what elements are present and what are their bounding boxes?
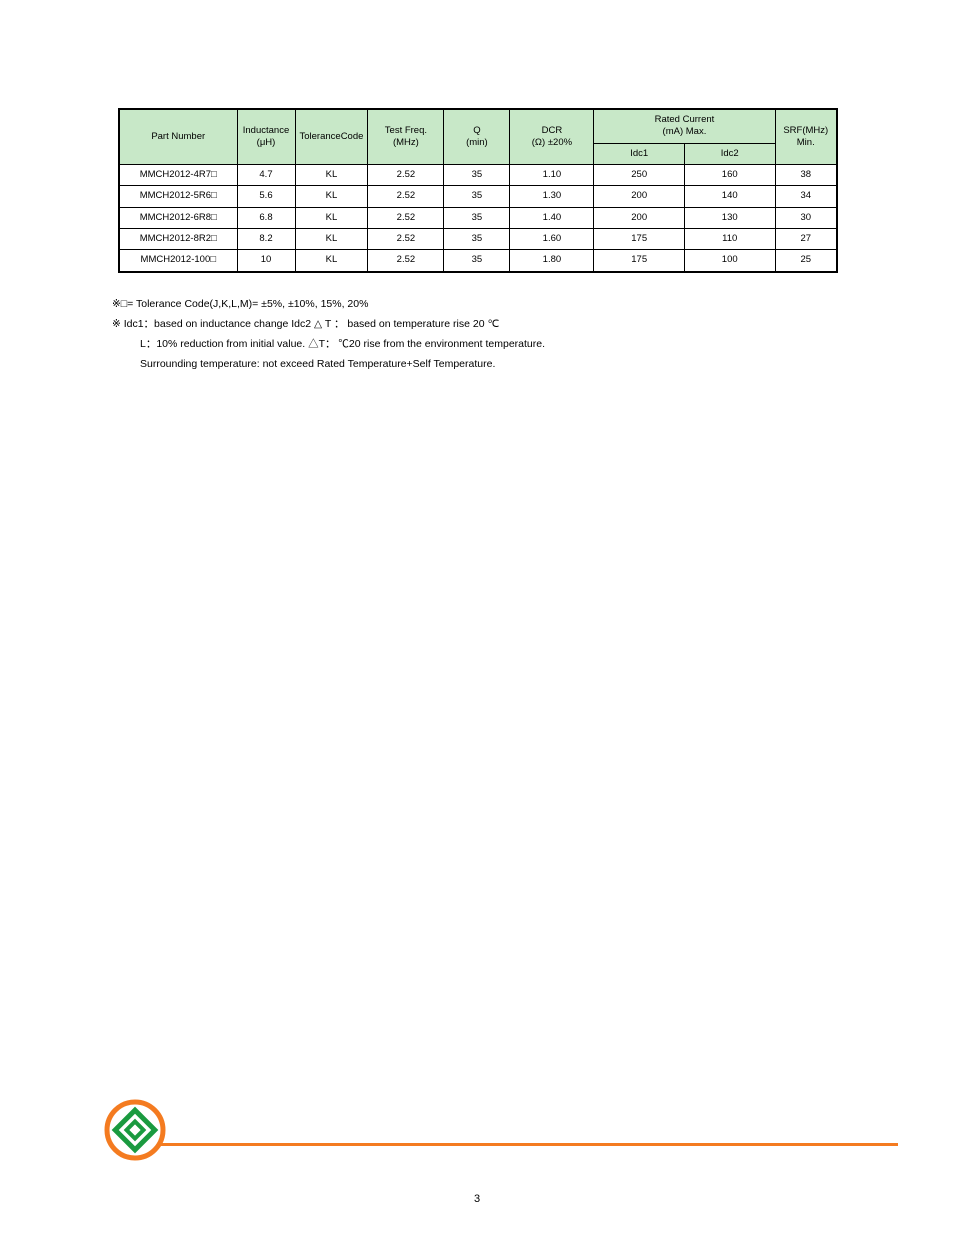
cell-ind: 10 bbox=[237, 250, 295, 272]
cell-dcr: 1.10 bbox=[510, 165, 594, 186]
footer-rule bbox=[160, 1143, 898, 1146]
cell-q: 35 bbox=[444, 186, 510, 207]
cell-idc1: 175 bbox=[594, 229, 685, 250]
cell-freq: 2.52 bbox=[368, 250, 444, 272]
th-dcr: DCR(Ω) ±20% bbox=[510, 109, 594, 165]
table-row: MMCH2012-6R8□6.8KL2.52351.4020013030 bbox=[119, 207, 837, 228]
cell-dcr: 1.30 bbox=[510, 186, 594, 207]
cell-idc2: 110 bbox=[684, 229, 775, 250]
cell-pn: MMCH2012-4R7□ bbox=[119, 165, 237, 186]
cell-freq: 2.52 bbox=[368, 186, 444, 207]
cell-dcr: 1.60 bbox=[510, 229, 594, 250]
th-idc2: Idc2 bbox=[684, 143, 775, 164]
table-row: MMCH2012-4R7□4.7KL2.52351.1025016038 bbox=[119, 165, 837, 186]
cell-q: 35 bbox=[444, 229, 510, 250]
cell-q: 35 bbox=[444, 250, 510, 272]
cell-idc2: 130 bbox=[684, 207, 775, 228]
cell-srf: 30 bbox=[775, 207, 837, 228]
cell-tol: KL bbox=[295, 186, 368, 207]
cell-q: 35 bbox=[444, 165, 510, 186]
spec-table: Part Number Inductance(μH) ToleranceCode… bbox=[118, 108, 838, 273]
cell-tol: KL bbox=[295, 207, 368, 228]
cell-srf: 34 bbox=[775, 186, 837, 207]
cell-idc2: 140 bbox=[684, 186, 775, 207]
cell-pn: MMCH2012-6R8□ bbox=[119, 207, 237, 228]
th-inductance: Inductance(μH) bbox=[237, 109, 295, 165]
cell-pn: MMCH2012-100□ bbox=[119, 250, 237, 272]
cell-pn: MMCH2012-8R2□ bbox=[119, 229, 237, 250]
cell-dcr: 1.80 bbox=[510, 250, 594, 272]
page-number: 3 bbox=[0, 1193, 954, 1205]
table-row: MMCH2012-8R2□8.2KL2.52351.6017511027 bbox=[119, 229, 837, 250]
cell-ind: 8.2 bbox=[237, 229, 295, 250]
cell-srf: 38 bbox=[775, 165, 837, 186]
cell-freq: 2.52 bbox=[368, 229, 444, 250]
cell-ind: 6.8 bbox=[237, 207, 295, 228]
cell-idc1: 200 bbox=[594, 207, 685, 228]
note-line: ※□= Tolerance Code(J,K,L,M)= ±5%, ±10%, … bbox=[112, 295, 896, 315]
th-q: Q(min) bbox=[444, 109, 510, 165]
table-row: MMCH2012-100□10KL2.52351.8017510025 bbox=[119, 250, 837, 272]
cell-dcr: 1.40 bbox=[510, 207, 594, 228]
note-line: Surrounding temperature: not exceed Rate… bbox=[112, 355, 896, 375]
cell-tol: KL bbox=[295, 250, 368, 272]
cell-tol: KL bbox=[295, 229, 368, 250]
cell-q: 35 bbox=[444, 207, 510, 228]
cell-srf: 25 bbox=[775, 250, 837, 272]
table-row: MMCH2012-5R6□5.6KL2.52351.3020014034 bbox=[119, 186, 837, 207]
spec-tbody: MMCH2012-4R7□4.7KL2.52351.1025016038MMCH… bbox=[119, 165, 837, 272]
th-tolerance: ToleranceCode bbox=[295, 109, 368, 165]
cell-tol: KL bbox=[295, 165, 368, 186]
cell-idc1: 200 bbox=[594, 186, 685, 207]
footnotes: ※□= Tolerance Code(J,K,L,M)= ±5%, ±10%, … bbox=[112, 295, 896, 375]
note-line: L：10% reduction from initial value. △T： … bbox=[112, 335, 896, 355]
cell-ind: 4.7 bbox=[237, 165, 295, 186]
note-line: ※ Idc1：based on inductance change Idc2 △… bbox=[112, 315, 896, 335]
cell-freq: 2.52 bbox=[368, 207, 444, 228]
cell-ind: 5.6 bbox=[237, 186, 295, 207]
th-freq: Test Freq.(MHz) bbox=[368, 109, 444, 165]
th-rated: Rated Current(mA) Max. bbox=[594, 109, 775, 143]
cell-idc1: 175 bbox=[594, 250, 685, 272]
th-srf: SRF(MHz)Min. bbox=[775, 109, 837, 165]
cell-idc2: 100 bbox=[684, 250, 775, 272]
th-partnumber: Part Number bbox=[119, 109, 237, 165]
cell-freq: 2.52 bbox=[368, 165, 444, 186]
brand-logo-icon bbox=[104, 1099, 166, 1161]
cell-idc2: 160 bbox=[684, 165, 775, 186]
cell-pn: MMCH2012-5R6□ bbox=[119, 186, 237, 207]
page-footer bbox=[0, 1099, 954, 1159]
cell-idc1: 250 bbox=[594, 165, 685, 186]
cell-srf: 27 bbox=[775, 229, 837, 250]
th-idc1: Idc1 bbox=[594, 143, 685, 164]
